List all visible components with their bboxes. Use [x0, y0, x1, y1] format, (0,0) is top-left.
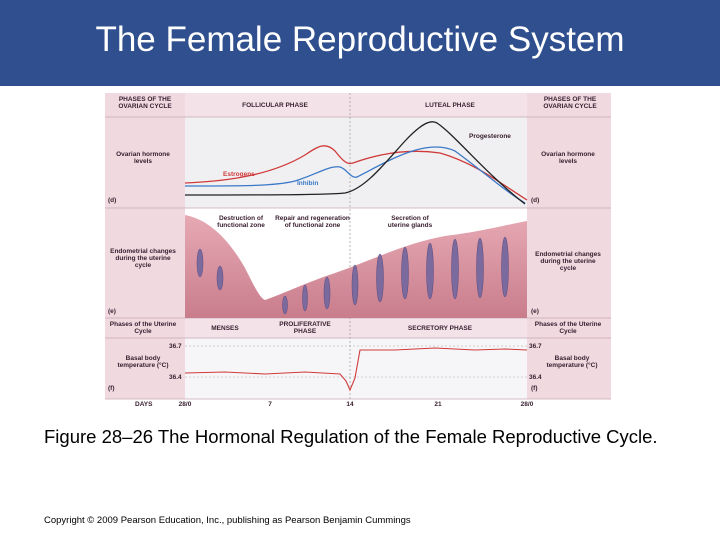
day-tick: 7	[268, 401, 272, 408]
progesterone-curve	[184, 121, 526, 205]
row-label: Ovarian hormone levels	[541, 151, 595, 165]
curve-label: Estrogens	[223, 171, 255, 178]
day-tick: 28/0	[520, 401, 534, 408]
row-label: Phases of the Uterine Cycle	[109, 321, 177, 335]
day-tick: 21	[434, 401, 442, 408]
figure: PHASES OF THE OVARIAN CYCLE FOLLICULAR P…	[105, 93, 611, 409]
left-panel	[105, 93, 185, 399]
row-label: Basal body temperature (°C)	[546, 355, 598, 369]
right-panel	[527, 93, 611, 399]
temperature-tick: 36.7	[169, 343, 182, 350]
panel-letter: (d)	[531, 197, 540, 204]
row-label: Endometrial changes during the uterine c…	[535, 251, 601, 272]
slide-title: The Female Reproductive System	[95, 20, 625, 59]
panel-letter: (f)	[531, 385, 538, 392]
annotation: Secretion of uterine glands	[387, 215, 433, 229]
temperature-area	[185, 338, 527, 399]
phase-heading: FOLLICULAR PHASE	[242, 102, 308, 109]
temperature-tick: 36.4	[529, 374, 542, 381]
caption: Figure 28–26 The Hormonal Regulation of …	[44, 426, 658, 447]
phase-heading: LUTEAL PHASE	[425, 102, 475, 109]
panel-letter: (d)	[108, 197, 117, 204]
days-label: DAYS	[135, 401, 153, 408]
curve-label: Progesterone	[469, 133, 511, 140]
estrogen-curve	[184, 145, 528, 201]
temperature-curve	[184, 347, 528, 392]
panel-letter: (f)	[108, 385, 115, 392]
inhibin-curve	[184, 146, 526, 204]
annotation: Repair and regeneration of functional zo…	[275, 215, 350, 229]
top-row	[185, 93, 527, 117]
temperature-tick: 36.4	[169, 374, 182, 381]
day-tick: 28/0	[178, 401, 192, 408]
phase-label: MENSES	[211, 325, 239, 332]
row-label: Endometrial changes during the uterine c…	[110, 248, 176, 269]
curve-label: Inhibin	[297, 180, 319, 187]
temperature-levels	[185, 345, 527, 378]
panel-letter: (e)	[108, 308, 116, 315]
row-label: Ovarian hormone levels	[116, 151, 170, 165]
row-label: PHASES OF THE OVARIAN CYCLE	[118, 96, 172, 110]
temperature-tick: 36.7	[529, 343, 542, 350]
phase-row	[185, 318, 527, 338]
panel-letter: (e)	[531, 308, 539, 315]
row-label: Phases of the Uterine Cycle	[534, 321, 602, 335]
annotation: Destruction of functional zone	[217, 215, 265, 229]
row-label: PHASES OF THE OVARIAN CYCLE	[543, 96, 597, 110]
glands	[196, 236, 509, 315]
phase-label: SECRETORY PHASE	[407, 325, 473, 332]
day-tick: 14	[346, 401, 354, 408]
copyright: Copyright © 2009 Pearson Education, Inc.…	[44, 515, 411, 526]
title-bar: The Female Reproductive System	[0, 0, 720, 86]
figure-graphics	[105, 93, 611, 400]
row-label: Basal body temperature (°C)	[117, 355, 169, 369]
phase-label: PROLIFERATIVE PHASE	[279, 321, 331, 335]
